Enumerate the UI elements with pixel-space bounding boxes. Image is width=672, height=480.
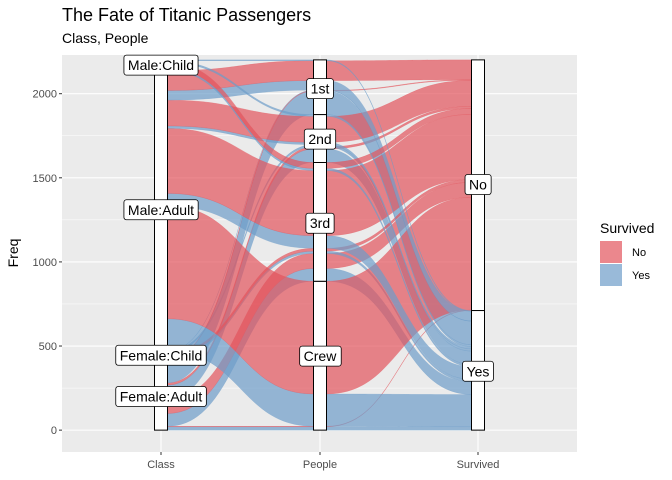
stratum-label: 3rd: [305, 212, 335, 234]
legend-label-no: No: [632, 247, 646, 259]
stratum-label-text: Crew: [304, 348, 338, 364]
chart-title: The Fate of Titanic Passengers: [62, 5, 311, 25]
stratum-label: No: [464, 174, 492, 195]
flow-no: [326, 59, 472, 81]
legend: Survived No Yes: [600, 220, 654, 286]
flow-yes: [326, 426, 472, 431]
stratum-label-text: Male:Child: [128, 57, 194, 73]
stratum-label-text: 2nd: [308, 131, 331, 147]
y-tick-label: 1500: [33, 173, 57, 185]
x-tick-label: Class: [147, 459, 175, 471]
stratum-label-box: [299, 345, 342, 367]
flow-yes: [167, 426, 314, 431]
stratum-label-box: [464, 174, 492, 195]
stratum-label-text: Yes: [467, 363, 490, 379]
y-tick-label: 0: [51, 425, 57, 437]
legend-title: Survived: [600, 220, 654, 236]
flow-no: [167, 426, 314, 427]
x-tick-label: Survived: [457, 459, 500, 471]
stratum-label-text: 3rd: [310, 215, 330, 231]
y-axis-title: Freq: [5, 239, 21, 268]
stratum-label-box: [123, 199, 199, 221]
stratum-label: 1st: [306, 78, 334, 100]
y-tick-label: 1000: [33, 257, 57, 269]
stratum-label-box: [306, 78, 334, 100]
stratum-label-box: [303, 128, 337, 150]
stratum-label-text: Female:Child: [120, 347, 202, 363]
alluvium-flows: [167, 59, 472, 431]
stratum-label-box: [305, 212, 335, 234]
stratum-label-text: Female:Adult: [120, 388, 203, 404]
stratum-labels: Female:Adult Female:Child Male:Adult Male:C…: [115, 54, 494, 407]
y-tick-label: 500: [39, 341, 57, 353]
stratum-label-box: [115, 344, 207, 366]
x-tick-label: People: [303, 459, 337, 471]
stratum-label-box: [123, 54, 199, 76]
legend-label-yes: Yes: [632, 270, 650, 282]
stratum-label: Male:Child: [123, 54, 199, 76]
chart-subtitle: Class, People: [62, 30, 149, 46]
stratum-label-text: No: [469, 177, 487, 193]
x-axis: Class People Survived: [147, 452, 499, 471]
stratum-label: Female:Child: [115, 344, 207, 366]
stratum-label: Female:Adult: [115, 386, 207, 407]
stratum-label-box: [115, 386, 207, 407]
y-tick-label: 2000: [33, 89, 57, 101]
stratum-label: 2nd: [303, 128, 337, 150]
stratum-label-box: [462, 360, 494, 382]
stratum-label-text: Male:Adult: [128, 202, 194, 218]
legend-swatch-yes: [600, 264, 622, 286]
stratum-label: Male:Adult: [123, 199, 199, 221]
legend-swatch-no: [600, 241, 622, 263]
stratum-label: Yes: [462, 360, 494, 382]
flow-yes: [326, 393, 472, 427]
stratum-label: Crew: [299, 345, 342, 367]
y-axis: 0 500 1000 1500 2000: [33, 89, 62, 437]
stratum-label-text: 1st: [311, 81, 330, 97]
